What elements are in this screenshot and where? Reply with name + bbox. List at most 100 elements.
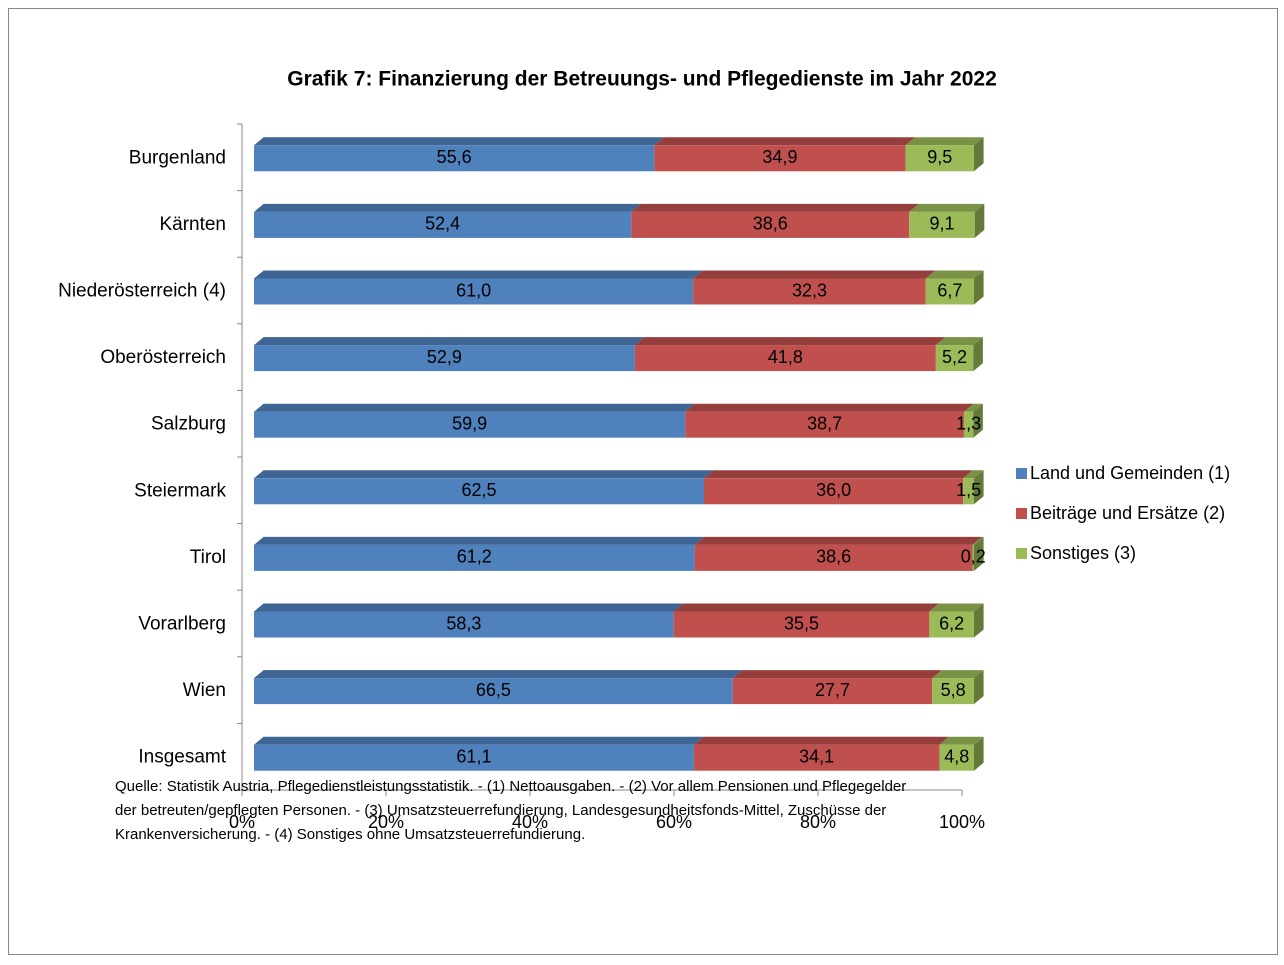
data-label: 6,2 (939, 613, 964, 633)
bar-top (631, 203, 919, 212)
bar-top (654, 137, 916, 146)
bar-top (693, 736, 950, 745)
bar (905, 145, 974, 172)
bar-top (254, 270, 703, 279)
bar-top (925, 270, 984, 279)
legend-label: Beiträge und Ersätze (2) (1030, 503, 1225, 523)
data-label: 38,6 (753, 214, 788, 234)
bar (254, 744, 694, 771)
bar-side (974, 603, 984, 638)
bar-side (973, 337, 983, 372)
bar-top (634, 337, 946, 346)
legend-label: Land und Gemeinden (1) (1030, 463, 1230, 483)
bar-top (909, 203, 985, 212)
bar (254, 411, 686, 438)
x-tick-label: 20% (368, 812, 404, 832)
bar-top (963, 470, 984, 479)
x-tick-label: 80% (800, 812, 836, 832)
footnote: der betreuten/gepflegten Personen. - (3)… (115, 802, 886, 819)
bar-side (973, 403, 983, 438)
legend-swatch (1016, 508, 1027, 519)
data-label: 61,2 (457, 547, 492, 567)
legend-swatch (1016, 548, 1027, 559)
y-tick-label: Oberösterreich (100, 347, 226, 368)
legend-swatch (1016, 468, 1027, 479)
bar-top (932, 670, 984, 679)
bar-top (963, 403, 983, 412)
bar (254, 345, 635, 372)
data-label: 32,3 (792, 280, 827, 300)
bar-top (693, 270, 936, 279)
x-tick-label: 0% (229, 812, 255, 832)
data-label: 5,8 (941, 680, 966, 700)
bar-top (905, 137, 984, 146)
bar (693, 278, 926, 305)
bar-top (254, 203, 641, 212)
bar (935, 345, 974, 372)
legend-label: Sonstiges (3) (1030, 543, 1136, 563)
y-tick-label: Salzburg (151, 414, 226, 435)
bar (254, 544, 695, 571)
bar-top (929, 603, 984, 612)
bar (694, 544, 973, 571)
bar (254, 278, 694, 305)
data-label: 38,7 (807, 413, 842, 433)
bar (254, 211, 632, 238)
bar-side (974, 270, 984, 305)
bar-side (974, 736, 984, 771)
bar (925, 278, 974, 305)
bar (732, 678, 933, 705)
data-label: 34,9 (762, 147, 797, 167)
data-label: 36,0 (816, 480, 851, 500)
bar (932, 678, 974, 705)
bar-top (254, 603, 684, 612)
bar (929, 611, 974, 638)
data-label: 9,5 (927, 147, 952, 167)
bar-top (694, 536, 983, 545)
bar-top (254, 536, 705, 545)
bar (634, 345, 936, 372)
bar-side (974, 536, 984, 571)
y-tick-label: Tirol (190, 547, 226, 568)
bar-side (974, 137, 984, 172)
data-label: 4,8 (944, 746, 969, 766)
footnote: Quelle: Statistik Austria, Pflegedienstl… (115, 778, 906, 795)
bar (963, 411, 974, 438)
bar-top (254, 470, 714, 479)
bar-top (254, 670, 743, 679)
bar-top (254, 403, 695, 412)
y-tick-label: Vorarlberg (138, 614, 226, 635)
bar-side (974, 470, 984, 505)
bar (654, 145, 906, 172)
data-label: 59,9 (452, 413, 487, 433)
bar (939, 744, 974, 771)
data-label: 38,6 (816, 547, 851, 567)
x-tick-label: 60% (656, 812, 692, 832)
data-label: 27,7 (815, 680, 850, 700)
bar (704, 478, 964, 505)
y-tick-label: Steiermark (134, 480, 226, 501)
bar-top (732, 670, 942, 679)
bar-top (939, 736, 984, 745)
bar-top (254, 137, 664, 146)
data-label: 1,3 (956, 413, 981, 433)
bar (909, 211, 975, 238)
bar-top (935, 337, 983, 346)
data-label: 1,5 (956, 480, 981, 500)
bar (963, 478, 974, 505)
bar-top (673, 603, 939, 612)
data-label: 62,5 (461, 480, 496, 500)
data-label: 55,6 (437, 147, 472, 167)
data-label: 41,8 (768, 347, 803, 367)
data-label: 0,2 (961, 547, 986, 567)
data-label: 52,9 (427, 347, 462, 367)
data-label: 58,3 (446, 613, 481, 633)
y-tick-label: Niederösterreich (4) (58, 281, 226, 302)
data-label: 9,1 (929, 214, 954, 234)
bar-side (974, 670, 984, 705)
bar-side (974, 203, 985, 238)
data-label: 5,2 (942, 347, 967, 367)
y-tick-label: Insgesamt (138, 747, 226, 768)
chart-title: Grafik 7: Finanzierung der Betreuungs- u… (287, 68, 997, 91)
